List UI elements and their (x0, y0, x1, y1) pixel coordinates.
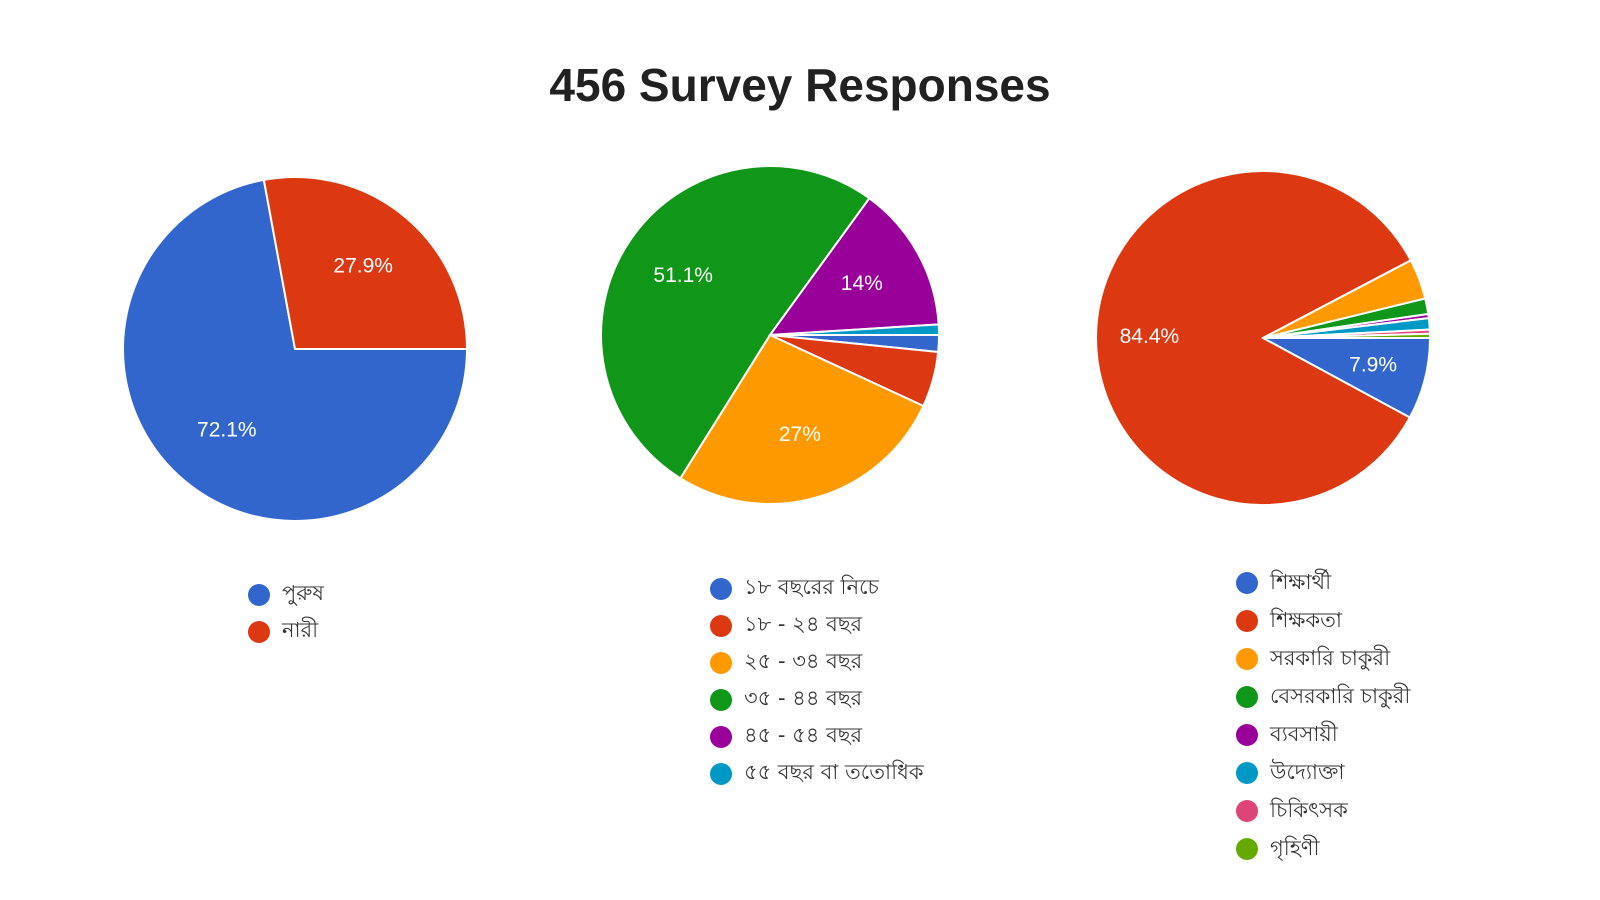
occupation-legend-item: শিক্ষকতা (1236, 602, 1410, 640)
occupation-slice-7 (1262, 332, 1432, 339)
occupation-legend-item: ব্যবসায়ী (1236, 716, 1410, 754)
gender-legend: পুরুষ নারী (248, 576, 324, 650)
legend-label: ৪৫ - ৫৪ বছর (744, 723, 863, 747)
occupation-legend-item: গৃহিণী (1236, 830, 1410, 868)
legend-swatch-icon (1236, 800, 1258, 822)
legend-label: চিকিৎসক (1270, 797, 1348, 822)
occupation-slice-label-0: 7.9% (1349, 353, 1397, 376)
legend-label: ২৫ - ৩৪ বছর (744, 649, 863, 673)
legend-label: বেসরকারি চাকুরী (1270, 683, 1411, 708)
age-legend-item: ২৫ - ৩৪ বছর (710, 644, 924, 681)
gender-legend-item: নারী (248, 613, 324, 650)
legend-label: পুরুষ (282, 581, 324, 605)
age-slice-label-4: 14% (841, 272, 883, 295)
legend-swatch-icon (1236, 572, 1258, 594)
occupation-legend-item: উদ্যোক্তা (1236, 754, 1410, 792)
legend-label: ব্যবসায়ী (1270, 721, 1338, 746)
legend-swatch-icon (1236, 724, 1258, 746)
legend-swatch-icon (248, 620, 270, 643)
gender-legend-item: পুরুষ (248, 576, 324, 613)
age-slice-label-3: 51.1% (653, 264, 713, 287)
occupation-slice-1 (1095, 170, 1413, 506)
chart-title: 456 Survey Responses (549, 59, 1051, 111)
age-legend-item: ৫৫ বছর বা ততোধিক (710, 755, 924, 792)
age-slice-5 (769, 323, 941, 336)
legend-swatch-icon (1236, 838, 1258, 860)
legend-swatch-icon (1236, 610, 1258, 632)
gender-slice-0 (122, 178, 469, 523)
legend-label: উদ্যোক্তা (1270, 759, 1345, 784)
gender-slice-1 (262, 176, 469, 350)
legend-label: ১৮ - ২৪ বছর (744, 612, 863, 636)
age-slice-2 (678, 333, 925, 505)
age-legend-item: ১৮ বছরের নিচে (710, 570, 924, 607)
age-slice-label-2: 27% (779, 423, 821, 446)
legend-label: নারী (282, 618, 319, 642)
occupation-slice-label-1: 84.4% (1120, 325, 1180, 348)
age-legend-item: ৪৫ - ৫৪ বছর (710, 718, 924, 755)
age-slice-3 (600, 165, 871, 480)
occupation-pie-chart: 7.9% 84.4% (1095, 170, 1432, 506)
legend-swatch-icon (710, 725, 732, 748)
occupation-legend-item: সরকারি চাকুরী (1236, 640, 1410, 678)
legend-swatch-icon (710, 577, 732, 600)
gender-pie-chart: 72.1% 27.9% (122, 176, 469, 523)
occupation-legend: শিক্ষার্থী শিক্ষকতা সরকারি চাকুরী বেসরকারি … (1236, 564, 1410, 868)
occupation-legend-item: শিক্ষার্থী (1236, 564, 1410, 602)
age-legend-item: ৩৫ - ৪৪ বছর (710, 681, 924, 718)
legend-swatch-icon (710, 762, 732, 785)
gender-slice-label-1: 27.9% (333, 255, 393, 278)
legend-label: ১৮ বছরের নিচে (744, 575, 879, 599)
age-slice-4 (767, 196, 940, 337)
age-legend: ১৮ বছরের নিচে ১৮ - ২৪ বছর ২৫ - ৩৪ বছর ৩৫ - … (710, 570, 924, 792)
occupation-legend-item: বেসরকারি চাকুরী (1236, 678, 1410, 716)
legend-swatch-icon (710, 651, 732, 674)
legend-swatch-icon (1236, 762, 1258, 784)
age-legend-item: ১৮ - ২৪ বছর (710, 607, 924, 644)
legend-swatch-icon (1236, 686, 1258, 708)
legend-label: ৩৫ - ৪৪ বছর (744, 686, 863, 710)
legend-swatch-icon (710, 688, 732, 711)
gender-slice-label-0: 72.1% (197, 419, 257, 442)
legend-label: গৃহিণী (1270, 835, 1320, 860)
legend-swatch-icon (710, 614, 732, 637)
legend-swatch-icon (1236, 648, 1258, 670)
legend-label: ৫৫ বছর বা ততোধিক (744, 760, 924, 784)
legend-label: সরকারি চাকুরী (1270, 645, 1391, 670)
occupation-legend-item: চিকিৎসক (1236, 792, 1410, 830)
legend-swatch-icon (248, 583, 270, 606)
age-pie-chart: 27% 51.1% 14% (600, 165, 941, 505)
legend-label: শিক্ষার্থী (1270, 569, 1332, 594)
legend-label: শিক্ষকতা (1270, 607, 1342, 632)
